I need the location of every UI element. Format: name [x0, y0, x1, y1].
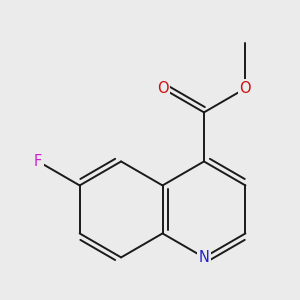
Text: O: O [240, 81, 251, 96]
Text: N: N [199, 250, 209, 265]
Text: F: F [34, 154, 42, 169]
Text: O: O [157, 81, 168, 96]
